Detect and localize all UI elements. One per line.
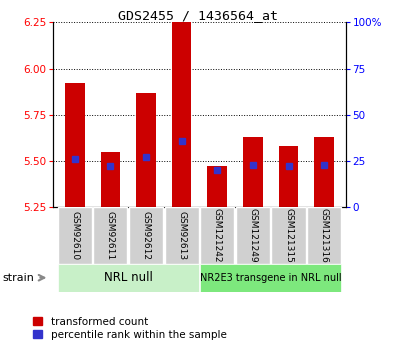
Bar	[136, 92, 156, 207]
FancyBboxPatch shape	[129, 207, 163, 264]
Text: GDS2455 / 1436564_at: GDS2455 / 1436564_at	[117, 9, 278, 22]
Text: GSM121242: GSM121242	[213, 208, 222, 263]
Bar	[243, 137, 263, 207]
FancyBboxPatch shape	[58, 207, 92, 264]
Text: NR2E3 transgene in NRL null: NR2E3 transgene in NRL null	[200, 273, 342, 283]
Text: GSM92611: GSM92611	[106, 211, 115, 260]
Bar	[314, 137, 334, 207]
Text: NRL null: NRL null	[104, 271, 152, 284]
Bar	[65, 83, 85, 207]
FancyBboxPatch shape	[165, 207, 199, 264]
FancyBboxPatch shape	[307, 207, 341, 264]
Text: GSM92612: GSM92612	[141, 211, 150, 260]
Legend: transformed count, percentile rank within the sample: transformed count, percentile rank withi…	[33, 317, 226, 340]
Text: GSM92610: GSM92610	[70, 211, 79, 260]
Text: GSM121315: GSM121315	[284, 208, 293, 263]
Bar	[279, 146, 298, 207]
FancyBboxPatch shape	[200, 264, 341, 292]
Text: GSM92613: GSM92613	[177, 211, 186, 260]
Text: GSM121249: GSM121249	[248, 208, 258, 263]
Bar	[207, 166, 227, 207]
FancyBboxPatch shape	[236, 207, 270, 264]
FancyBboxPatch shape	[58, 264, 199, 292]
Bar	[172, 22, 192, 207]
FancyBboxPatch shape	[271, 207, 306, 264]
FancyBboxPatch shape	[93, 207, 128, 264]
Text: strain: strain	[2, 273, 34, 283]
Text: GSM121316: GSM121316	[320, 208, 329, 263]
Bar	[101, 152, 120, 207]
FancyBboxPatch shape	[200, 207, 234, 264]
